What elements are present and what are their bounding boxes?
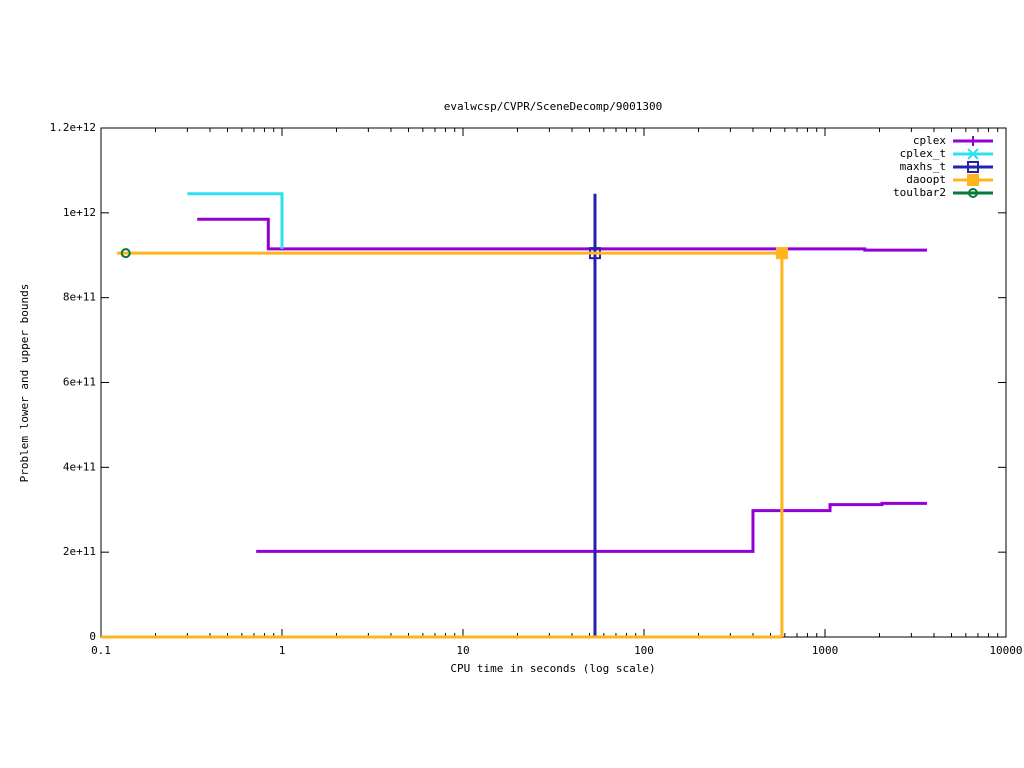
chart-title: evalwcsp/CVPR/SceneDecomp/9001300	[444, 100, 663, 113]
y-tick-label: 4e+11	[63, 460, 96, 473]
legend-label: cplex	[913, 134, 946, 147]
x-tick-label: 1000	[812, 644, 839, 657]
marker	[968, 188, 978, 198]
x-tick-label: 10000	[989, 644, 1022, 657]
marker	[967, 174, 979, 186]
legend-label: daoopt	[906, 173, 946, 186]
marker	[967, 161, 979, 173]
marker	[968, 136, 978, 146]
series-line	[187, 192, 284, 249]
x-tick-label: 1	[279, 644, 286, 657]
marker	[120, 248, 131, 259]
y-tick-label: 6e+11	[63, 376, 96, 389]
legend-label: cplex_t	[900, 147, 946, 160]
y-tick-label: 1.2e+12	[50, 121, 96, 134]
x-tick-label: 10	[456, 644, 469, 657]
marker	[775, 247, 788, 260]
y-tick-label: 2e+11	[63, 545, 96, 558]
y-tick-label: 0	[89, 630, 96, 643]
x-tick-label: 0.1	[91, 644, 111, 657]
legend-label: maxhs_t	[900, 160, 946, 173]
legend-label: toulbar2	[893, 186, 946, 199]
y-axis-label: Problem lower and upper bounds	[18, 284, 31, 483]
marker	[967, 148, 979, 160]
y-tick-label: 1e+12	[63, 206, 96, 219]
y-tick-label: 8e+11	[63, 291, 96, 304]
series-line	[197, 217, 927, 553]
x-axis-label: CPU time in seconds (log scale)	[450, 662, 655, 675]
x-tick-label: 100	[634, 644, 654, 657]
